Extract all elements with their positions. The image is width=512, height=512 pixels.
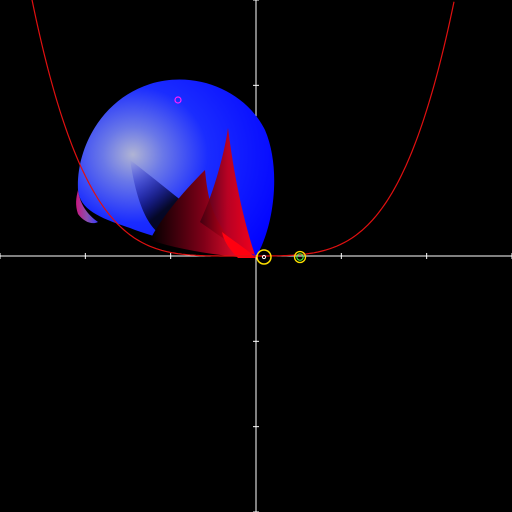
function-curve bbox=[31, 0, 455, 257]
magenta-ring-marker[interactable] bbox=[174, 96, 182, 104]
white-dot-marker[interactable] bbox=[261, 254, 267, 260]
yellow-ring-marker[interactable] bbox=[256, 249, 272, 265]
yellow-green-ring-marker[interactable] bbox=[293, 250, 307, 264]
surface-left-edge bbox=[76, 190, 98, 224]
surface-red-tip bbox=[222, 232, 256, 258]
shaded-surface bbox=[76, 79, 275, 258]
surface-red-face bbox=[200, 128, 255, 255]
control-points[interactable] bbox=[174, 96, 307, 265]
